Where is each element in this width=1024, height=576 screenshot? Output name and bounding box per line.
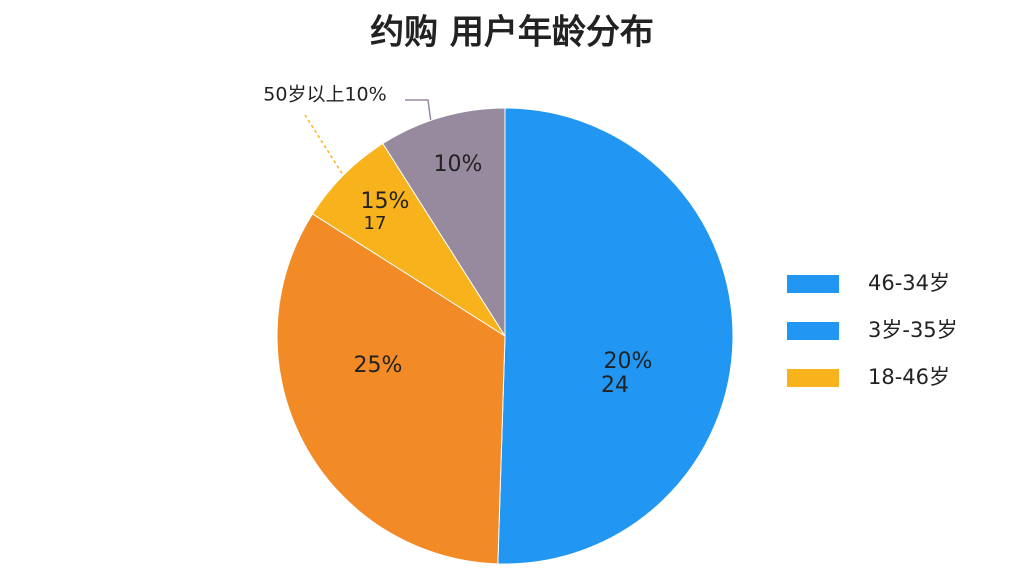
leader-line [304,114,346,179]
legend-label: 18-46岁 [868,365,950,389]
slice-label: 25% [354,353,403,378]
slice-label: 20% [604,349,653,374]
chart-title: 约购 用户年龄分布 [370,13,654,53]
pie-slice [382,107,506,338]
pie-slice [276,213,506,565]
legend-swatch [787,369,839,387]
slice-label: 15% [361,189,410,214]
slice-label: 10% [434,152,483,177]
legend-swatch [787,275,839,293]
legend-swatch [787,322,839,340]
pie-slice [497,107,734,565]
slice-label: 24 [601,373,629,398]
legend-label: 46-34岁 [868,271,950,295]
slice-label: 17 [364,213,387,234]
slice-label: 50岁以上10% [263,84,386,106]
legend-label: 3岁-35岁 [868,318,958,342]
